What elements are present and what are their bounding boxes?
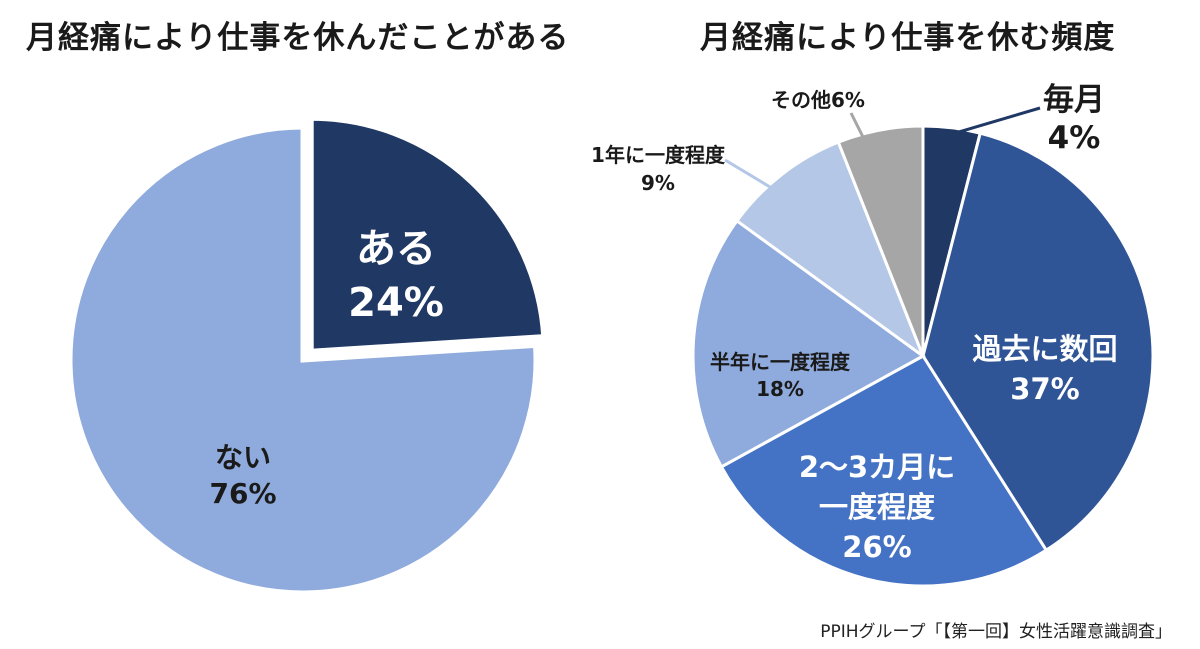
- right-pie-chart: 毎月 4% 過去に数回 37%2～3カ月に一度程度 26% 半年に一度程度 18% 1年に一度…: [591, 82, 1155, 588]
- slice-label-half-year: 半年に一度程度 18%: [710, 350, 851, 401]
- right-chart-title: 月経痛により仕事を休む頻度: [700, 20, 1116, 56]
- leader-line-monthly: [951, 106, 1041, 136]
- pie-slice-2: [719, 354, 1049, 588]
- leader-line-other: [849, 112, 865, 138]
- slice-label-yearly: 1年に一度程度 9%: [591, 143, 726, 195]
- leader-line-yearly: [724, 158, 771, 189]
- source-note: PPIHグループ「【第一回】女性活躍意識調査」: [820, 622, 1172, 642]
- slice-label-monthly: 毎月 4%: [1043, 82, 1105, 156]
- left-pie-chart: ある 24% ない 76%: [67, 115, 547, 596]
- slice-label-several-times: 過去に数回 37%: [972, 332, 1117, 406]
- pie-slice-aru: [308, 115, 547, 354]
- slice-label-nai: ない 76%: [209, 441, 276, 510]
- slice-label-aru: ある 24%: [348, 226, 444, 326]
- pie-slice-4: [734, 140, 927, 361]
- slice-label-other: その他6%: [771, 88, 865, 112]
- pie-slice-nai: [67, 124, 539, 596]
- left-chart-title: 月経痛により仕事を休んだことがある: [26, 20, 570, 56]
- pie-slice-5: [836, 124, 925, 357]
- pie-slice-3: [691, 218, 926, 469]
- slice-label-2-3-months: 2～3カ月に一度程度 26%: [799, 450, 955, 564]
